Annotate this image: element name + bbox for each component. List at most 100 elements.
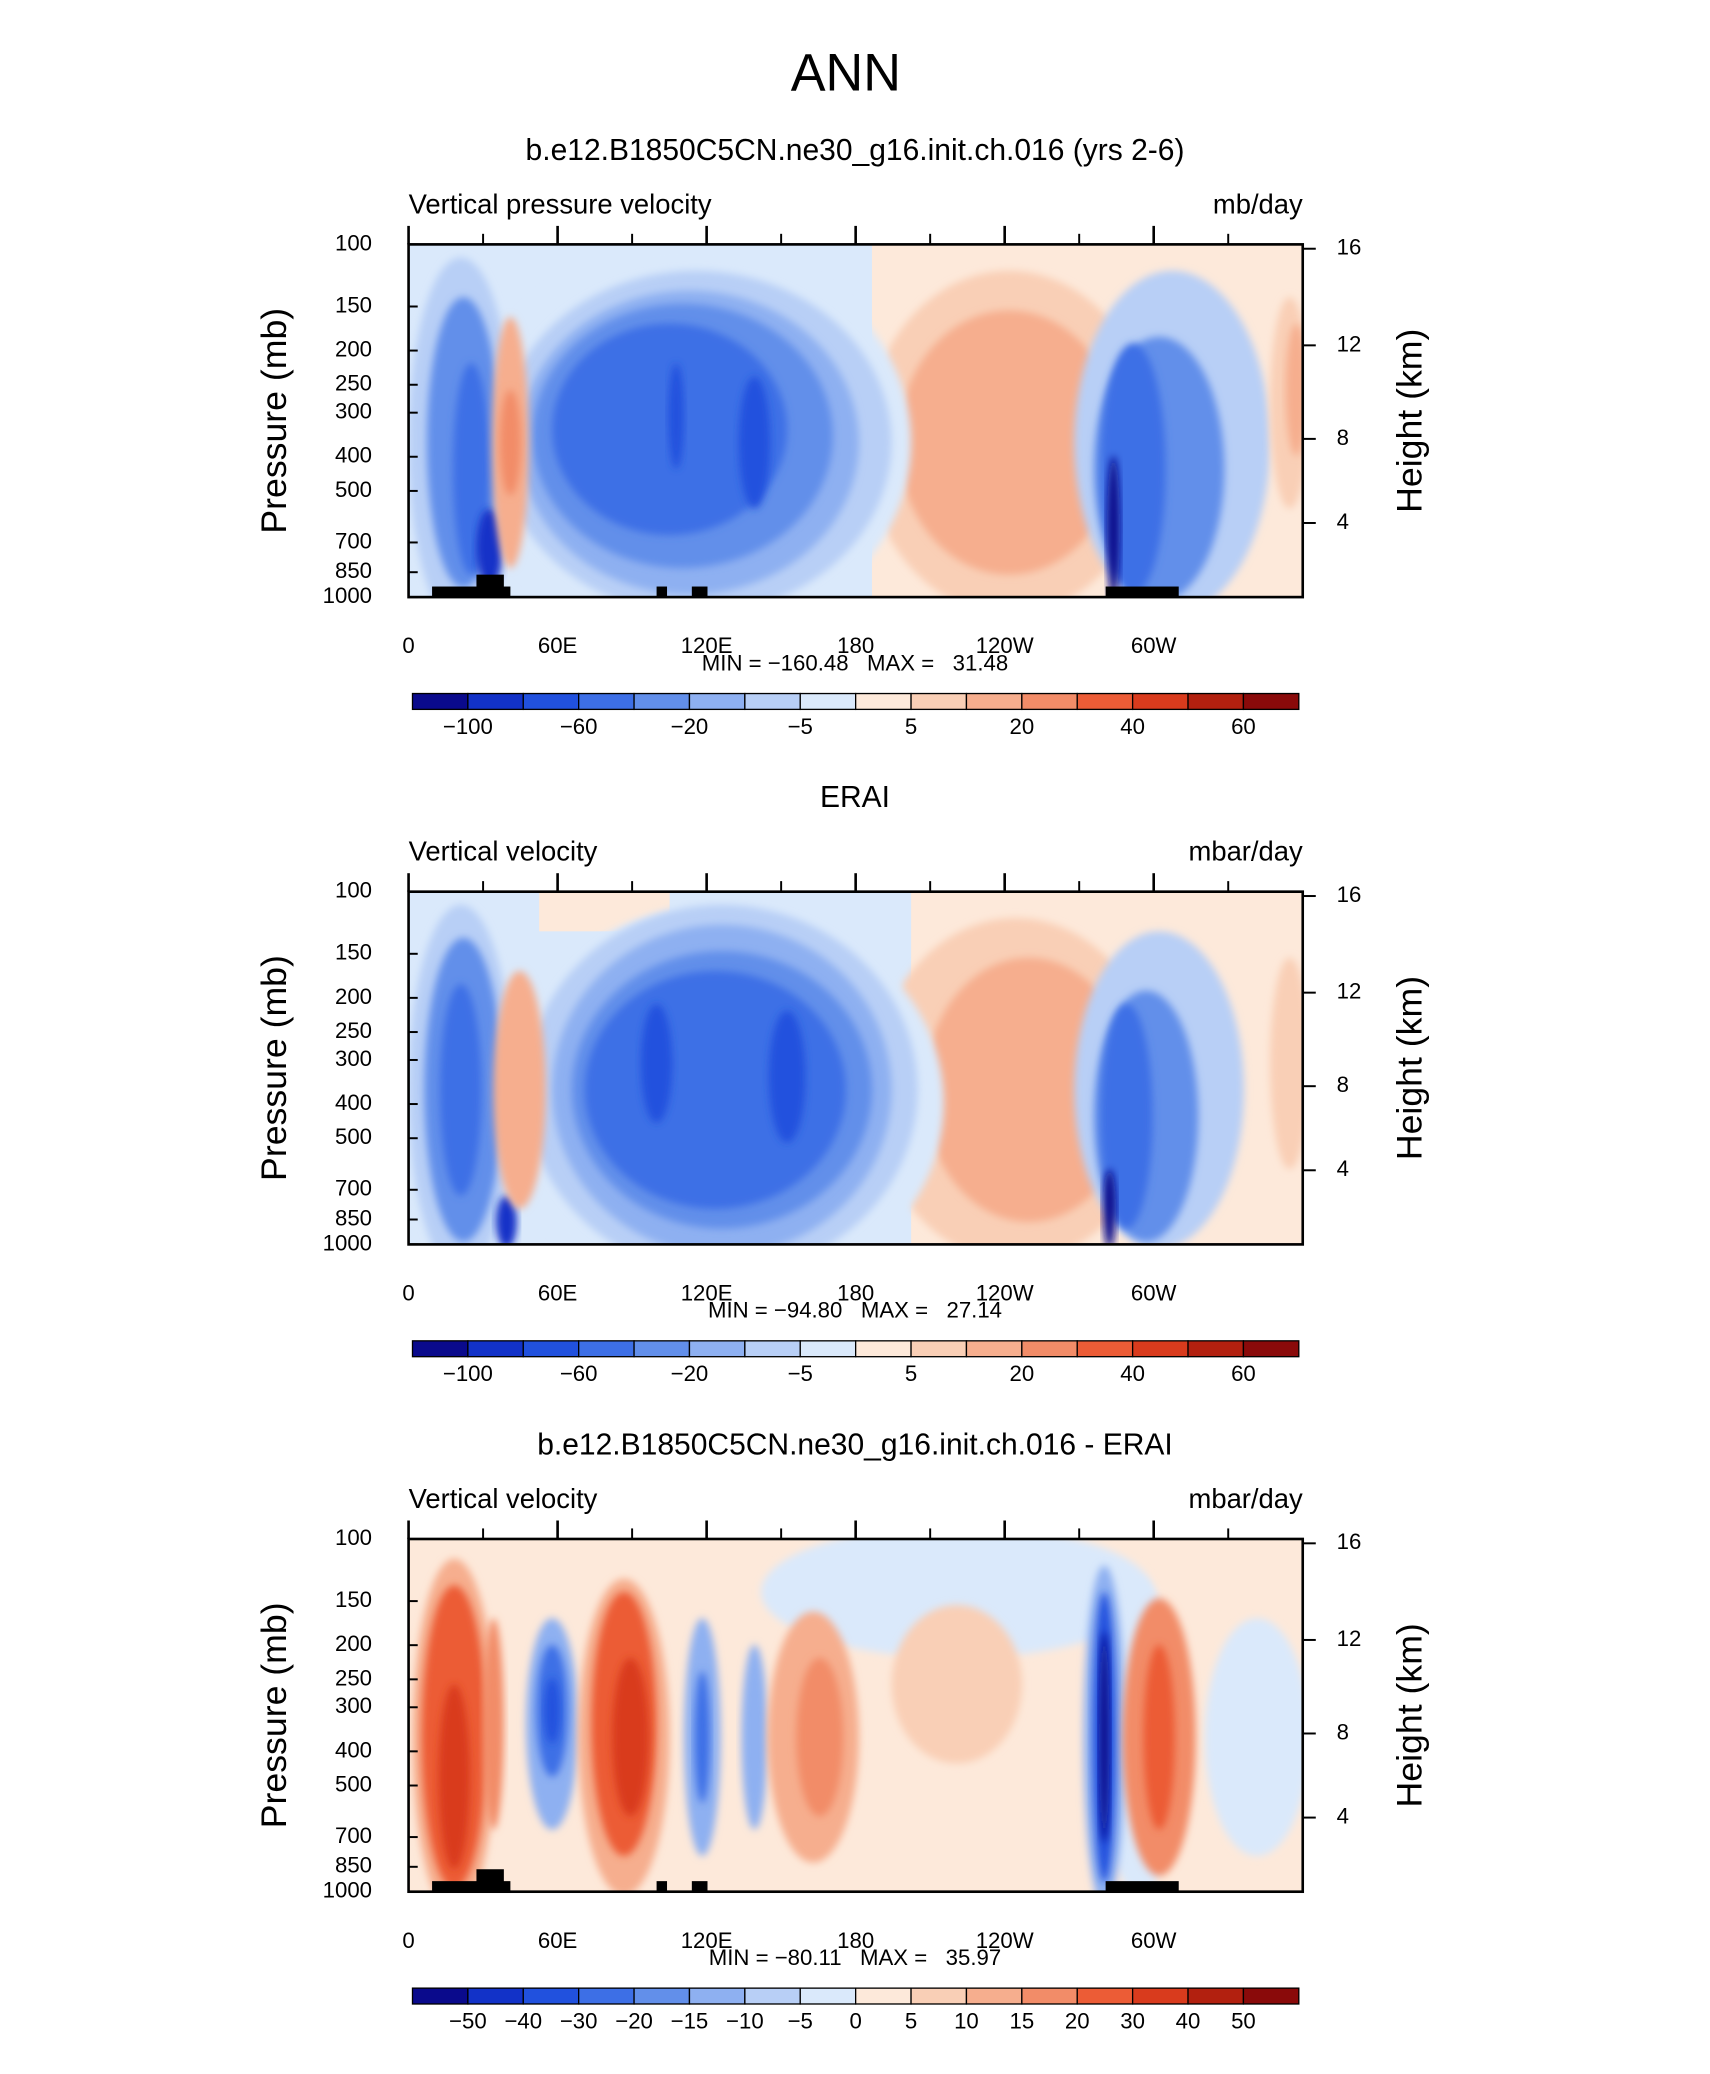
panel: b.e12.B1850C5CN.ne30_g16.init.ch.016 - E… (254, 1428, 1429, 2033)
contour-fill (891, 1605, 1023, 1764)
y2-tick-label: 4 (1337, 1156, 1349, 1181)
contour-fill (741, 1644, 768, 1830)
colorbar-box (855, 692, 912, 711)
y-tick-label: 850 (335, 1205, 372, 1230)
colorbar-label: 20 (1009, 1361, 1034, 1386)
colorbar-box (688, 1987, 746, 2005)
contour-fill (668, 363, 684, 469)
y-tick-label: 250 (335, 1018, 372, 1043)
x-tick-label: 120E (681, 1928, 733, 1953)
colorbar-box (411, 1340, 469, 1358)
contour-fill (1204, 1618, 1303, 1856)
contour-fill (738, 376, 771, 509)
colorbar-label: 60 (1231, 1361, 1256, 1386)
units-label: mb/day (1213, 188, 1303, 219)
colorbar-box (633, 1340, 691, 1358)
panel: b.e12.B1850C5CN.ne30_g16.init.ch.016 (yr… (254, 134, 1429, 739)
x-tick-label: 0 (402, 1928, 414, 1953)
colorbar-box (799, 1987, 857, 2005)
colorbar-box (1242, 692, 1300, 711)
variable-label: Vertical velocity (409, 836, 598, 867)
y-axis-label: Pressure (mb) (254, 308, 294, 534)
x-tick-label: 120E (681, 1280, 733, 1305)
contour-fill (898, 310, 1120, 575)
colorbar-box (633, 692, 691, 711)
colorbar-box (1187, 1340, 1245, 1358)
y2-tick-label: 12 (1337, 1626, 1362, 1651)
y2-tick-label: 4 (1337, 1803, 1349, 1828)
contour-fill (924, 957, 1134, 1222)
x-tick-label: 60E (538, 1280, 577, 1305)
x-tick-label: 0 (402, 1280, 414, 1305)
colorbar-box (744, 692, 801, 711)
colorbar-box (1021, 1987, 1078, 2005)
y2-axis-label: Height (km) (1390, 1623, 1430, 1807)
land-mask (1105, 1881, 1179, 1892)
y-tick-label: 100 (335, 877, 372, 902)
x-tick-label: 120W (976, 1928, 1034, 1953)
units-label: mbar/day (1189, 1483, 1303, 1514)
colorbar-box (965, 1340, 1023, 1358)
contour-fill (493, 970, 546, 1209)
colorbar-box (1021, 692, 1078, 711)
y-tick-label: 300 (335, 1693, 372, 1718)
colorbar-box (411, 1987, 469, 2005)
colorbar-label: −60 (560, 714, 598, 739)
colorbar-label: 0 (849, 2008, 861, 2033)
y-tick-label: 850 (335, 558, 372, 583)
panel-title: b.e12.B1850C5CN.ne30_g16.init.ch.016 - E… (537, 1428, 1173, 1461)
colorbar-label: 20 (1009, 714, 1034, 739)
x-tick-label: 180 (837, 1280, 874, 1305)
y-tick-label: 300 (335, 398, 372, 423)
panel-title: b.e12.B1850C5CN.ne30_g16.init.ch.016 (yr… (526, 134, 1185, 167)
contour-fill (768, 1010, 806, 1143)
colorbar-box (1131, 692, 1189, 711)
colorbar-label: 20 (1065, 2008, 1090, 2033)
y2-tick-label: 8 (1337, 425, 1349, 450)
x-tick-label: 60W (1131, 633, 1177, 658)
colorbar-label: 15 (1009, 2008, 1034, 2033)
colorbar-box (910, 692, 968, 711)
contour-fill (499, 389, 521, 496)
land-mask (691, 1881, 708, 1892)
colorbar-label: 30 (1120, 2008, 1145, 2033)
x-tick-label: 120W (976, 1280, 1034, 1305)
colorbar-box (467, 1340, 524, 1358)
colorbar-box (1131, 1340, 1189, 1358)
land-mask (476, 1869, 504, 1892)
y2-tick-label: 16 (1337, 1529, 1362, 1554)
y2-tick-label: 16 (1337, 882, 1362, 907)
contour-fill (1100, 1003, 1153, 1229)
x-tick-label: 60E (538, 1928, 577, 1953)
y2-tick-label: 8 (1337, 1072, 1349, 1097)
contour-fill (584, 970, 846, 1209)
colorbar-box (855, 1340, 912, 1358)
y-axis-label: Pressure (mb) (254, 1602, 294, 1828)
contour-fill (544, 1677, 560, 1744)
colorbar-label: 60 (1231, 714, 1256, 739)
colorbar-label: −20 (671, 714, 709, 739)
colorbar-label: −60 (560, 1361, 598, 1386)
y-tick-label: 400 (335, 1737, 372, 1762)
colorbar-box (633, 1987, 691, 2005)
y-tick-label: 1000 (323, 1878, 372, 1903)
contour-field (408, 1538, 1303, 1892)
colorbar-box (522, 1987, 580, 2005)
panel-title: ERAI (820, 781, 890, 814)
contour-fill (796, 1657, 844, 1817)
contour-fill (496, 1195, 517, 1245)
contour-field (408, 244, 1303, 598)
colorbar-box (578, 1340, 635, 1358)
units-label: mbar/day (1189, 836, 1303, 867)
y-tick-label: 500 (335, 477, 372, 502)
contour-fill (439, 984, 482, 1196)
y-tick-label: 100 (335, 230, 372, 255)
y-tick-label: 700 (335, 1823, 372, 1848)
colorbar-box (1076, 1340, 1134, 1358)
contour-fill (1285, 323, 1303, 456)
colorbar-box (467, 1987, 524, 2005)
min-max-label: MIN = −80.11 MAX = 35.97 (709, 1945, 1001, 1970)
y-tick-label: 250 (335, 1665, 372, 1690)
